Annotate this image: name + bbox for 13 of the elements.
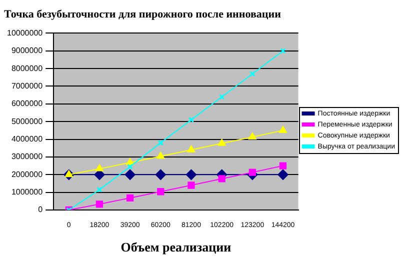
y-tick-label: 2000000 (11, 170, 44, 179)
y-tick-label: 10000000 (7, 28, 44, 38)
y-tick-label: 0 (38, 205, 44, 214)
y-tick-label: 4000000 (11, 134, 44, 144)
y-tick-label: 6000000 (11, 99, 44, 108)
x-axis-title: Объем реализации (120, 240, 232, 255)
y-tick-label: 5000000 (11, 116, 44, 126)
chart-title: Точка безубыточности для пирожного после инновации (4, 8, 282, 20)
y-tick-label: 3000000 (11, 152, 44, 162)
y-tick-label: 7000000 (11, 81, 44, 90)
y-tick-label: 9000000 (11, 46, 44, 56)
y-tick-label: 8000000 (11, 64, 44, 73)
y-tick-label: 1000000 (11, 188, 44, 197)
